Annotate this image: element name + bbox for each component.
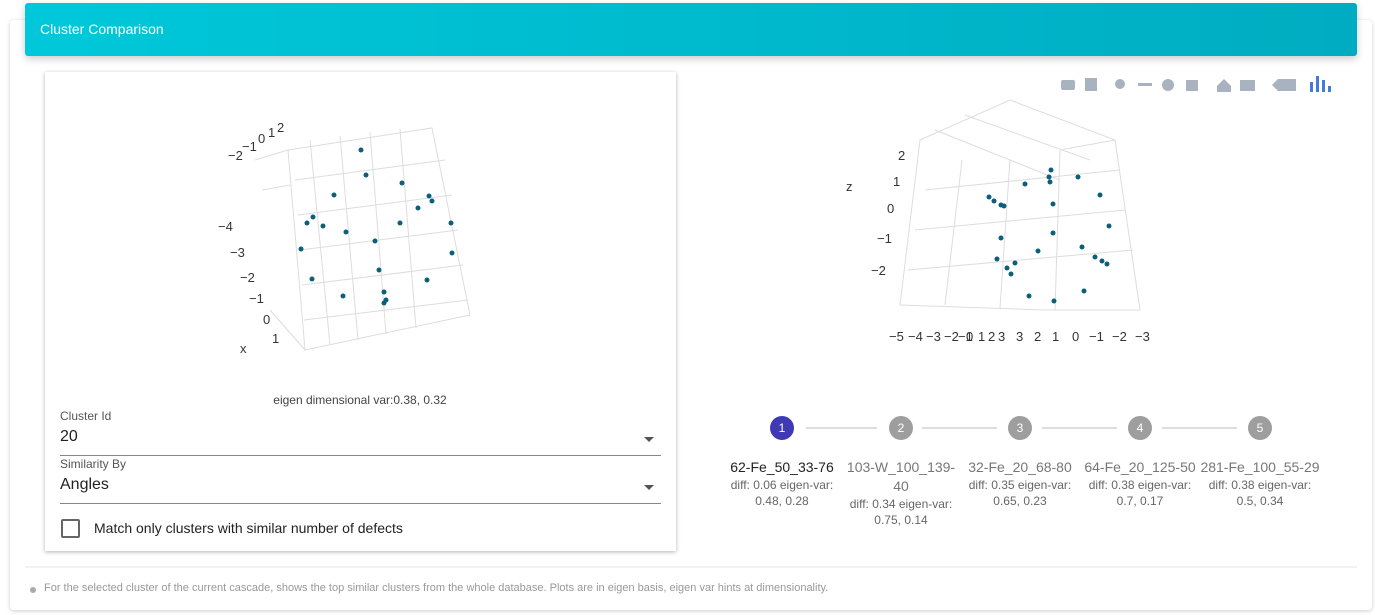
tick: −4 (908, 329, 923, 344)
tick: 2 (898, 148, 905, 163)
header: Cluster Comparison (25, 3, 1357, 56)
step-icon[interactable]: 3 (1008, 416, 1032, 440)
step-detail: diff: 0.06 eigen-var: 0.48, 0.28 (730, 478, 834, 508)
step-number: 1 (779, 421, 786, 435)
save-icon[interactable] (1085, 78, 1097, 91)
right-grid (899, 99, 1141, 311)
step-circle (1248, 416, 1272, 440)
dropdown-arrow (644, 485, 654, 490)
step-number: 2 (898, 421, 905, 435)
right-points (986, 167, 1112, 304)
tick: −2 (944, 329, 959, 344)
tick: −1 (249, 291, 264, 306)
view-icon[interactable] (1240, 80, 1255, 91)
left-grid (254, 127, 471, 351)
similarity-select[interactable]: Angles (60, 476, 661, 504)
tick: −2 (1112, 329, 1127, 344)
step-icon[interactable]: 1 (770, 416, 794, 440)
step: 281-Fe_100_55-29 diff: 0.38 eigen-var: 0.… (1200, 458, 1320, 509)
step-detail: diff: 0.35 eigen-var: 0.65, 0.23 (968, 478, 1072, 508)
rotate-icon[interactable] (1162, 79, 1174, 91)
step-circle (1128, 416, 1152, 440)
tick: 1 (978, 329, 985, 344)
step-number: 4 (1137, 421, 1144, 435)
tick: 1 (272, 331, 279, 346)
footer-text: For the selected cluster of the current … (44, 582, 829, 594)
tick: −3 (1135, 329, 1150, 344)
step-name: 281-Fe_100_55-29 (1200, 459, 1320, 475)
orbit-icon[interactable] (1186, 80, 1198, 91)
step-icon[interactable]: 2 (889, 416, 913, 440)
plotly-logo[interactable] (1310, 76, 1331, 92)
left-ticks: −2 −1 0 1 2 −4 −3 −2 −1 0 1 x (218, 120, 284, 356)
step-circle (889, 416, 913, 440)
select-value: Angles (60, 476, 109, 493)
caption: eigen dimensional var:0.38, 0.32 (273, 393, 447, 407)
tick: −3 (926, 329, 941, 344)
tick: 0 (1072, 329, 1079, 344)
tick: 1 (1052, 329, 1059, 344)
tick: −2 (871, 263, 886, 278)
field-label: Similarity By (60, 457, 127, 471)
tick: −1 (1089, 329, 1104, 344)
tick: 2 (277, 120, 284, 135)
dropdown-arrow (644, 437, 654, 442)
checkbox[interactable] (61, 519, 80, 538)
step-circle (1008, 416, 1032, 440)
step-name: 62-Fe_50_33-76 (730, 459, 834, 475)
step-detail: diff: 0.34 eigen-var: 0.75, 0.14 (849, 497, 953, 527)
tick: −5 (889, 329, 904, 344)
step-name: 103-W_100_139-40 (846, 459, 956, 494)
step: 32-Fe_20_68-80 diff: 0.35 eigen-var: 0.65… (960, 458, 1080, 509)
tick: 3 (1016, 329, 1023, 344)
step-name: 64-Fe_20_125-50 (1084, 459, 1196, 475)
cluster-select[interactable]: 20 (60, 428, 661, 456)
select-value: 20 (60, 428, 78, 445)
stepper: 1 2 3 4 5 (770, 416, 1272, 440)
pan-icon[interactable] (1138, 83, 1152, 86)
right-ticks: z 2 1 0 −1 −2 −5 −4 −3 −2 −10 1 2 3 3 2 1 0 −1 −2 −3 (846, 148, 1150, 344)
step: 62-Fe_50_33-76 diff: 0.06 eigen-var: 0.48… (722, 458, 842, 509)
left-points (298, 147, 455, 306)
tick: 0 (263, 312, 270, 327)
toolbar (1061, 76, 1331, 92)
tick: −1 (242, 139, 257, 154)
axis-label: z (846, 179, 853, 194)
checkbox-label: Match only clusters with similar number … (94, 520, 403, 536)
tick: −1 (958, 329, 973, 344)
tick: 0 (966, 329, 973, 344)
zoom-icon[interactable] (1115, 79, 1125, 89)
tick: 2 (988, 329, 995, 344)
tick: 0 (258, 131, 265, 146)
step: 64-Fe_20_125-50 diff: 0.38 eigen-var: 0.7… (1080, 458, 1200, 509)
tick: 2 (1034, 329, 1041, 344)
step-number: 5 (1257, 421, 1264, 435)
step-detail: diff: 0.38 eigen-var: 0.7, 0.17 (1088, 478, 1192, 508)
tick: 1 (893, 174, 900, 189)
tick: −1 (877, 231, 892, 246)
step-number: 3 (1017, 421, 1024, 435)
camera-icon[interactable] (1061, 80, 1075, 90)
step-detail: diff: 0.38 eigen-var: 0.5, 0.34 (1208, 478, 1312, 508)
tick: 1 (268, 125, 275, 140)
tick: −4 (218, 219, 233, 234)
step: 103-W_100_139-40 diff: 0.34 eigen-var: 0.… (841, 458, 961, 528)
step-name: 32-Fe_20_68-80 (968, 459, 1072, 475)
tick: 0 (887, 201, 894, 216)
step-icon[interactable]: 5 (1248, 416, 1272, 440)
field-label: Cluster Id (60, 409, 112, 423)
tick: −2 (240, 270, 255, 285)
tick: −3 (230, 245, 245, 260)
home-icon[interactable] (1217, 79, 1231, 92)
tick: 3 (998, 329, 1005, 344)
footer-icon (30, 587, 36, 593)
step-circle (770, 416, 794, 440)
tick: −2 (228, 148, 243, 163)
hover-icon[interactable] (1272, 79, 1296, 91)
step-icon[interactable]: 4 (1128, 416, 1152, 440)
axis-label: x (240, 341, 247, 356)
